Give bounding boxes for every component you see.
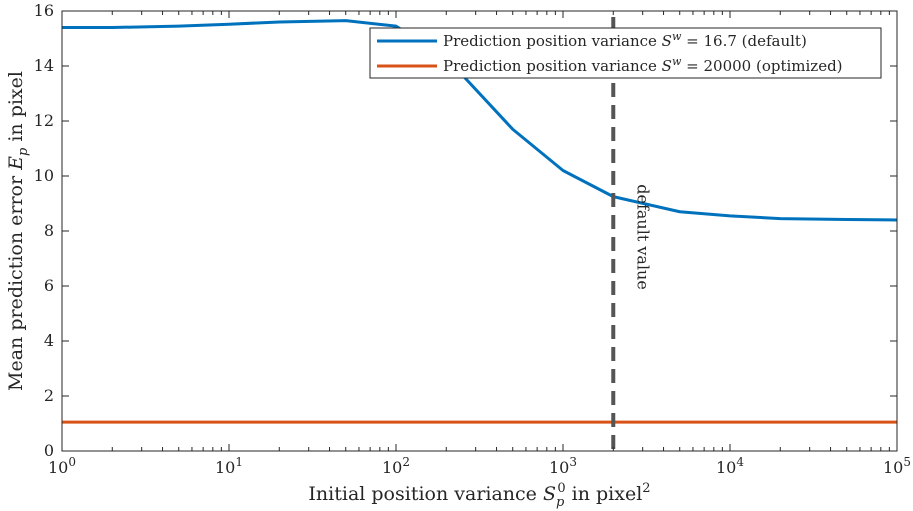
y-tick-label: 10 [34, 166, 54, 185]
y-tick-label: 12 [34, 111, 54, 130]
reference-line-label: default value [633, 184, 652, 290]
x-tick-label: 104 [716, 455, 744, 477]
y-axis-label: Mean prediction error Ep in pixel [5, 71, 31, 391]
y-tick-label: 4 [44, 331, 54, 350]
series-line-1 [62, 19, 897, 222]
x-tick-label: 105 [883, 455, 911, 477]
legend-label-1: Prediction position variance Sw = 16.7 (… [443, 30, 807, 50]
y-tick-label: 8 [44, 221, 54, 240]
x-tick-label: 100 [48, 455, 76, 477]
y-tick-label: 16 [34, 1, 54, 20]
y-tick-label: 14 [34, 56, 54, 75]
x-tick-label: 101 [215, 455, 243, 477]
legend-box [369, 27, 882, 79]
plot-area [62, 11, 897, 451]
y-tick-label: 0 [44, 441, 54, 460]
x-tick-label: 103 [549, 455, 577, 477]
legend-label-2: Prediction position variance Sw = 20000 … [443, 55, 843, 75]
x-axis-label: Initial position variance Sp0 in pixel2 [308, 481, 650, 510]
y-tick-label: 6 [44, 276, 54, 295]
y-tick-label: 2 [44, 386, 54, 405]
x-tick-label: 102 [382, 455, 410, 477]
